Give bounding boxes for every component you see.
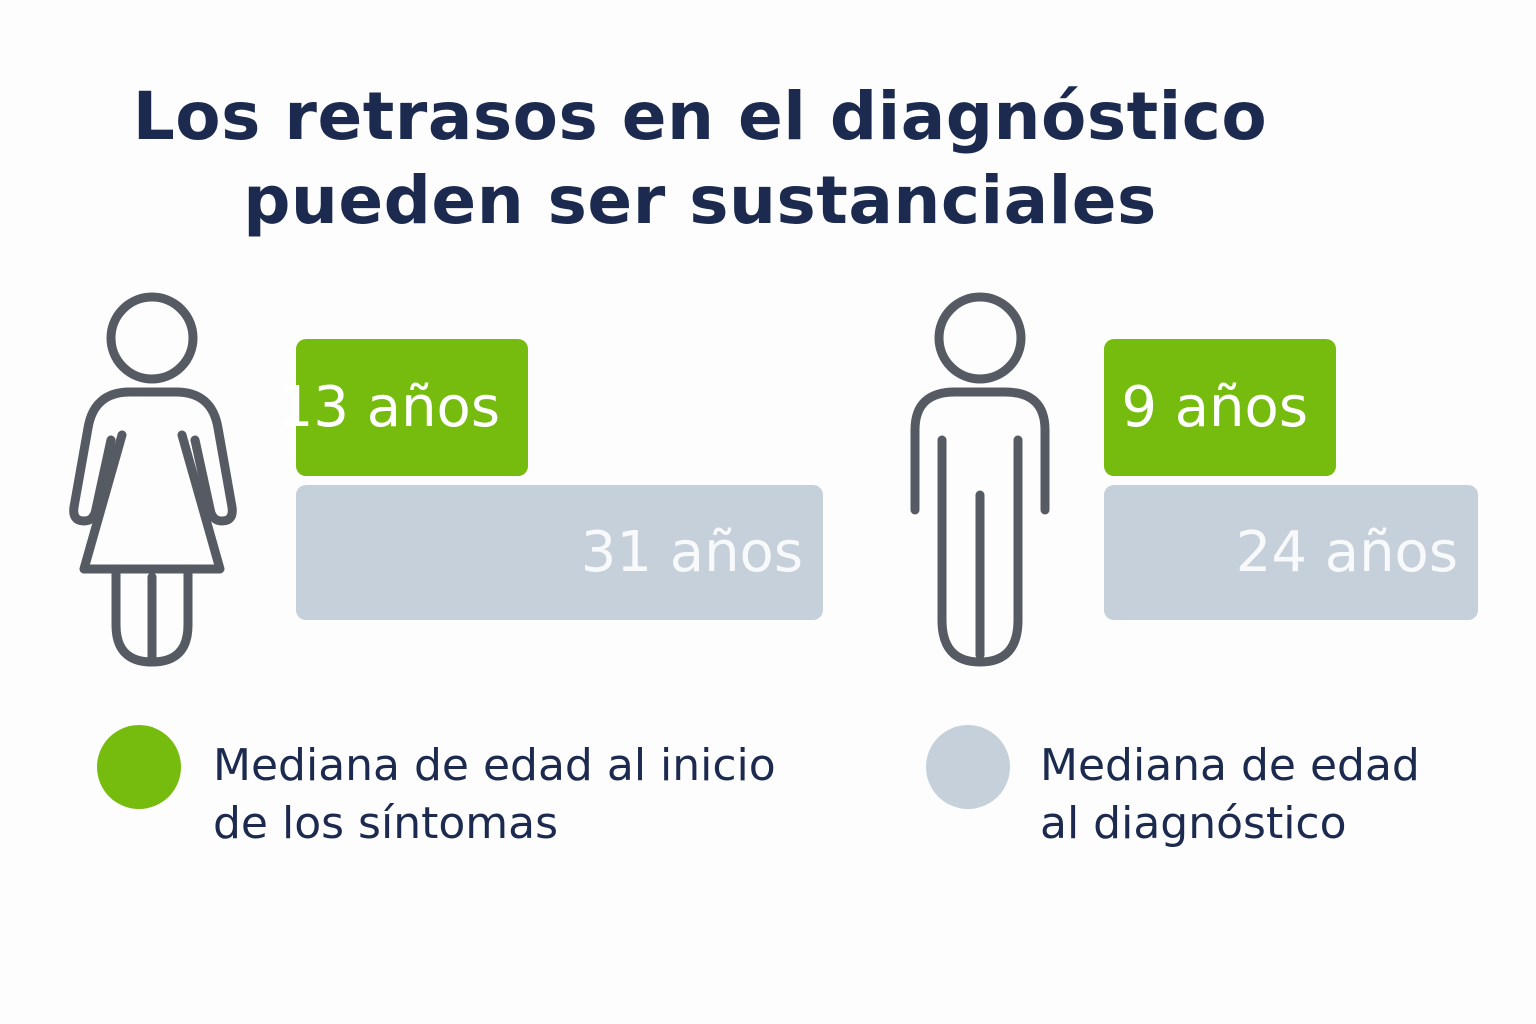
legend-label-onset-line2: de los síntomas [213, 798, 558, 849]
legend-label-diagnosis: Mediana de edad al diagnóstico [1040, 737, 1420, 853]
title-line-1: Los retrasos en el diagnóstico [132, 78, 1268, 155]
bar-woman-onset: 13 años [278, 339, 528, 476]
legend-label-onset-line1: Mediana de edad al inicio [213, 740, 776, 791]
bar-man-diagnosis-label: 24 años [1235, 520, 1458, 585]
man-icon [910, 292, 1050, 667]
legend-label-diagnosis-line2: al diagnóstico [1040, 798, 1347, 849]
bar-man-onset: 9 años [1104, 339, 1336, 476]
legend-swatch-diagnosis [926, 725, 1010, 809]
bar-woman-onset-label: 13 años [277, 375, 500, 440]
woman-icon [69, 292, 237, 667]
legend-label-onset: Mediana de edad al inicio de los síntoma… [213, 737, 776, 853]
bar-man-onset-label: 9 años [1121, 375, 1308, 440]
bar-man-diagnosis: 24 años [1104, 485, 1478, 620]
bar-woman-diagnosis-label: 31 años [580, 520, 803, 585]
legend-swatch-onset [97, 725, 181, 809]
title-line-2: pueden ser sustanciales [243, 162, 1157, 239]
bar-woman-diagnosis: 31 años [296, 485, 823, 620]
legend-label-diagnosis-line1: Mediana de edad [1040, 740, 1420, 791]
